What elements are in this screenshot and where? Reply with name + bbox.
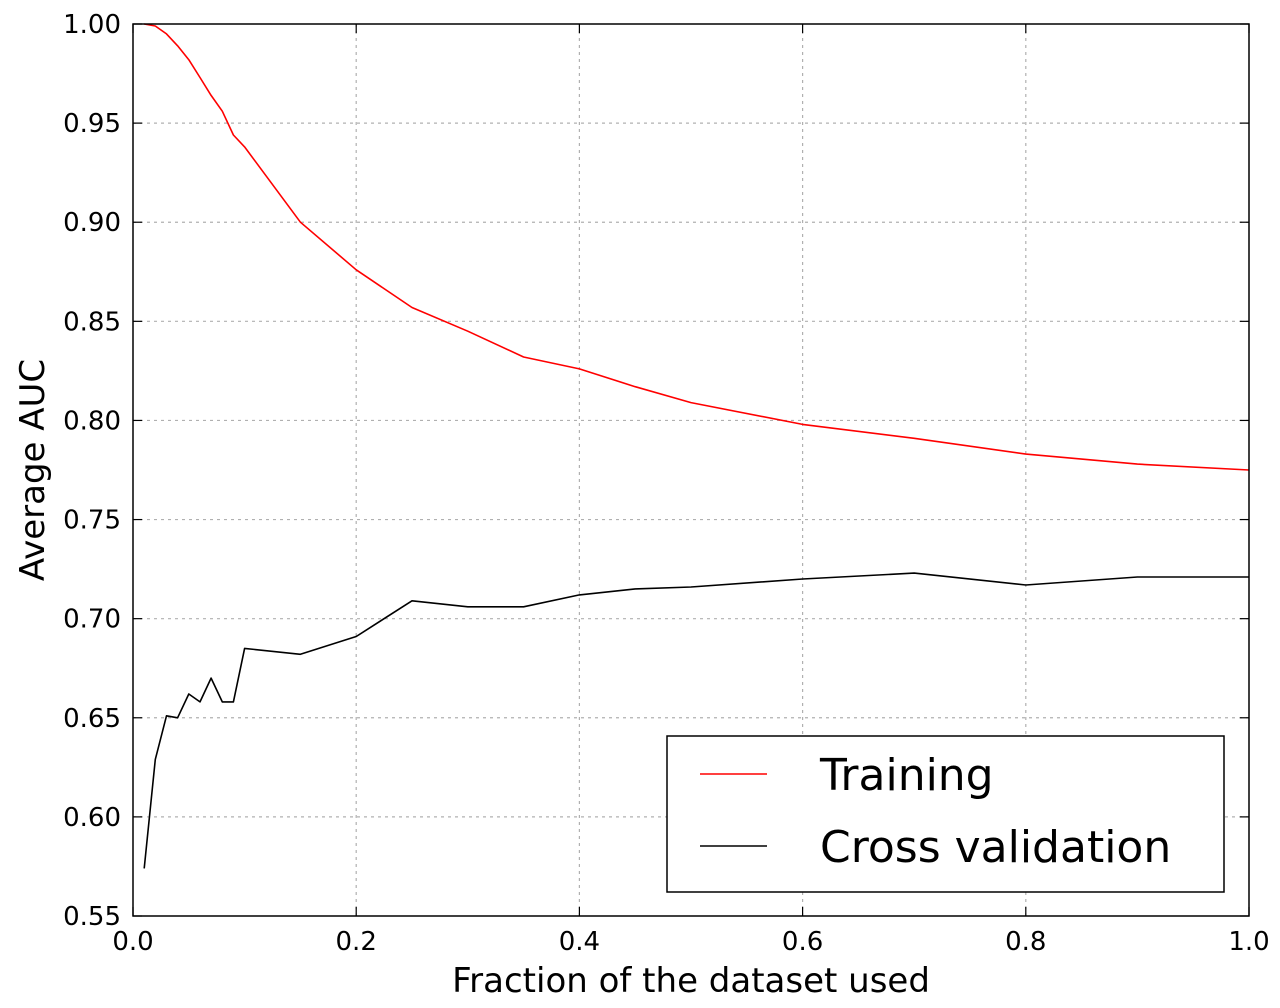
- legend: Training Cross validation: [666, 735, 1225, 893]
- x-tick-label: 0.0: [112, 927, 153, 957]
- legend-label-training: Training: [819, 750, 994, 801]
- x-tick-label: 0.8: [1005, 927, 1046, 957]
- y-tick-label: 0.70: [63, 605, 121, 635]
- y-tick-label: 0.65: [63, 704, 121, 734]
- y-tick-label: 0.55: [63, 902, 121, 932]
- y-tick-label: 0.80: [63, 406, 121, 436]
- axis-tick-labels: 0.0 0.2 0.4 0.6 0.8 1.0 0.55 0.60 0.65 0.70 0.75 0.…: [63, 10, 1270, 957]
- x-tick-label: 0.2: [336, 927, 377, 957]
- series-line-training: [144, 23, 1250, 471]
- y-tick-label: 0.95: [63, 109, 121, 139]
- x-tick-label: 0.4: [559, 927, 600, 957]
- y-tick-label: 0.90: [63, 208, 121, 238]
- y-tick-label: 0.85: [63, 307, 121, 337]
- plot-area-frame: [132, 23, 1250, 917]
- x-tick-label: 0.6: [782, 927, 823, 957]
- y-tick-label: 0.60: [63, 803, 121, 833]
- x-tick-label: 1.0: [1228, 927, 1269, 957]
- y-tick-label: 0.75: [63, 506, 121, 536]
- series-line-cross-validation: [143, 572, 1249, 869]
- legend-box: [666, 735, 1225, 893]
- x-axis-label: Fraction of the dataset used: [452, 961, 930, 1001]
- y-tick-label: 1.00: [63, 10, 121, 40]
- series-lines: [143, 23, 1250, 869]
- axis-ticks: [132, 23, 1250, 917]
- y-axis-label: Average AUC: [13, 359, 53, 581]
- legend-label-cross-validation: Cross validation: [820, 822, 1171, 873]
